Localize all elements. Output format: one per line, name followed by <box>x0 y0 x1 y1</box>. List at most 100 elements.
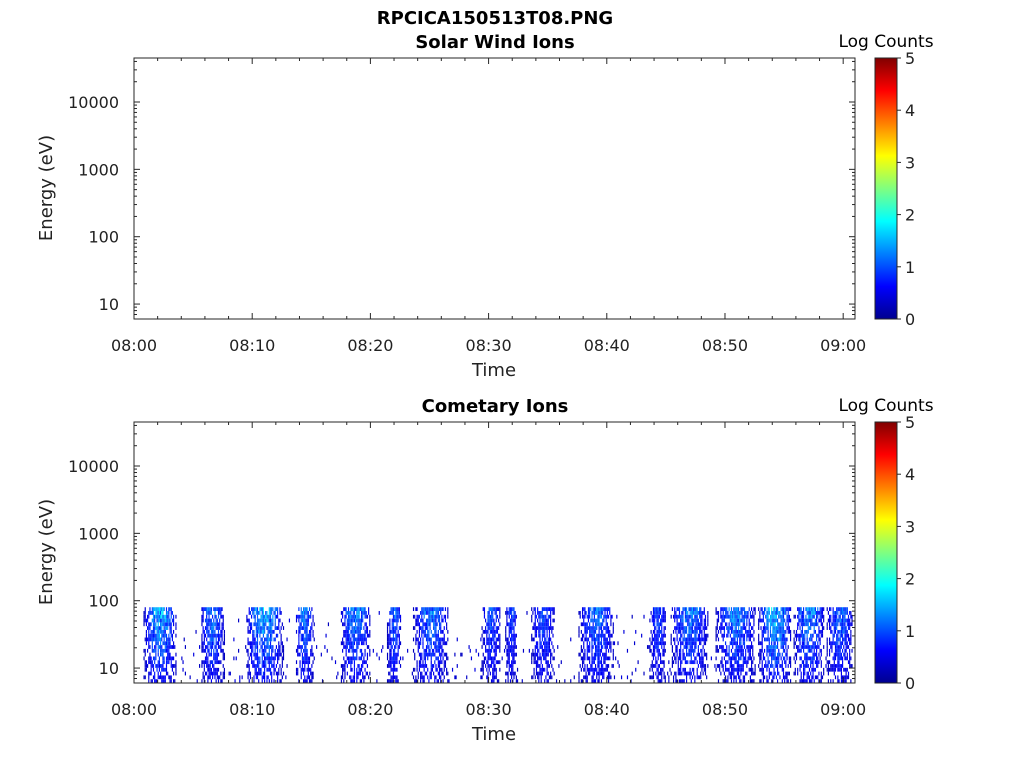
heatmap-cell <box>840 607 842 612</box>
heatmap-cell <box>799 637 801 642</box>
heatmap-cell <box>781 667 783 672</box>
heatmap-cell <box>427 626 429 630</box>
heatmap-cell <box>683 637 685 642</box>
heatmap-cell <box>253 611 255 615</box>
heatmap-cell <box>389 671 391 676</box>
heatmap-cell <box>599 667 601 672</box>
heatmap-cell <box>364 629 366 634</box>
heatmap-cell <box>253 637 255 642</box>
heatmap-cell <box>812 622 814 627</box>
heatmap-cell <box>274 618 276 623</box>
heatmap-cell <box>506 648 508 653</box>
heatmap-cell <box>769 629 772 634</box>
heatmap-cell <box>262 660 265 665</box>
heatmap-cell <box>607 664 610 668</box>
heatmap-cell <box>493 629 495 634</box>
heatmap-cell <box>496 679 499 683</box>
heatmap-cell <box>269 629 272 634</box>
heatmap-cell <box>837 667 839 672</box>
heatmap-cell <box>420 660 422 665</box>
heatmap-cell <box>207 626 209 630</box>
heatmap-cell <box>396 667 398 672</box>
heatmap-cell <box>396 679 398 683</box>
heatmap-cell <box>324 645 326 649</box>
heatmap-cell <box>814 641 816 646</box>
heatmap-cell <box>656 660 658 665</box>
heatmap-cell <box>220 660 222 665</box>
heatmap-cell <box>364 614 366 619</box>
heatmap-cell <box>802 648 805 653</box>
heatmap-cell <box>300 611 302 615</box>
heatmap-cell <box>163 641 165 646</box>
heatmap-cell <box>353 629 356 634</box>
heatmap-cell <box>808 648 811 653</box>
heatmap-cell <box>689 611 691 615</box>
heatmap-cell <box>845 611 847 615</box>
heatmap-cell <box>169 622 171 627</box>
heatmap-cell <box>694 679 696 683</box>
heatmap-cell <box>353 614 356 619</box>
heatmap-cell <box>349 648 351 653</box>
heatmap-cell <box>386 645 389 649</box>
heatmap-cell <box>396 618 398 623</box>
heatmap-cell <box>165 618 168 623</box>
heatmap-cell <box>702 645 704 649</box>
heatmap-cell <box>161 626 163 630</box>
heatmap-cell <box>355 648 357 653</box>
heatmap-cell <box>701 622 703 627</box>
heatmap-cell <box>215 645 217 649</box>
heatmap-cell <box>546 622 548 627</box>
heatmap-cell <box>794 671 796 676</box>
heatmap-cell <box>305 679 307 683</box>
heatmap-cell <box>267 660 269 665</box>
heatmap-cell <box>821 626 824 630</box>
heatmap-cell <box>741 652 743 657</box>
heatmap-cell <box>305 645 307 649</box>
heatmap-cell <box>540 622 542 627</box>
heatmap-cell <box>733 641 735 646</box>
heatmap-cell <box>434 629 436 634</box>
heatmap-cell <box>698 652 701 657</box>
heatmap-cell <box>550 637 552 642</box>
heatmap-cell <box>722 679 724 683</box>
heatmap-cell <box>843 652 845 657</box>
heatmap-cell <box>461 652 463 657</box>
heatmap-cell <box>720 626 722 630</box>
heatmap-cell <box>286 637 288 642</box>
heatmap-cell <box>163 633 165 638</box>
heatmap-cell <box>162 652 164 657</box>
heatmap-cell <box>155 637 157 642</box>
heatmap-cell <box>152 633 155 638</box>
heatmap-cell <box>837 664 839 668</box>
heatmap-cell <box>262 648 265 653</box>
heatmap-cell <box>482 652 484 657</box>
heatmap-cell <box>455 675 457 680</box>
heatmap-cell <box>168 607 170 612</box>
heatmap-cell <box>207 675 209 680</box>
heatmap-cell <box>308 656 311 661</box>
heatmap-cell <box>826 667 828 672</box>
heatmap-cell <box>766 648 768 653</box>
heatmap-cell <box>729 614 731 619</box>
heatmap-cell <box>238 618 240 623</box>
heatmap-cell <box>802 675 805 680</box>
heatmap-cell <box>147 618 149 623</box>
heatmap-cell <box>343 641 345 646</box>
heatmap-cell <box>440 626 442 630</box>
heatmap-cell <box>481 667 483 672</box>
heatmap-cell <box>784 675 786 680</box>
heatmap-cell <box>222 656 224 661</box>
heatmap-cell <box>538 664 540 668</box>
heatmap-cell <box>715 626 717 630</box>
heatmap-cell <box>651 641 653 646</box>
heatmap-cell <box>788 626 790 630</box>
heatmap-cell <box>265 637 267 642</box>
heatmap-cell <box>743 633 746 638</box>
heatmap-cell <box>732 656 734 661</box>
heatmap-cell <box>689 633 691 638</box>
heatmap-cell <box>483 607 486 612</box>
heatmap-cell <box>808 626 811 630</box>
heatmap-cell <box>305 629 307 634</box>
heatmap-cell <box>681 611 683 615</box>
heatmap-cell <box>717 648 720 653</box>
